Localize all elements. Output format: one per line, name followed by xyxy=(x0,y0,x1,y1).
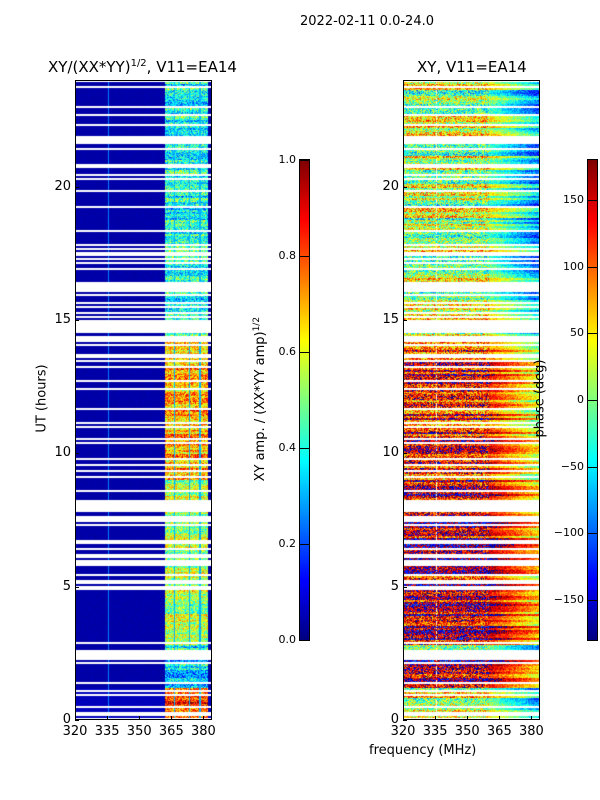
y-tick-label: 15 xyxy=(54,312,71,327)
y-tick-label: 15 xyxy=(382,312,399,327)
colorbar-tick-label: 0.8 xyxy=(278,249,297,262)
phase-colorbar-label: phase (deg) xyxy=(532,359,548,438)
amplitude-colorbar-label: XY amp. / (XX*YY amp)1/2 xyxy=(252,299,268,499)
x-tick-label: 320 xyxy=(62,724,88,739)
colorbar-tick xyxy=(300,352,309,353)
amplitude-colorbar xyxy=(300,160,309,640)
y-tick-label: 10 xyxy=(382,445,399,461)
colorbar-tick xyxy=(588,333,597,335)
amp-cb-label-text: XY amp. / (XX*YY amp) xyxy=(253,331,269,482)
y-tick xyxy=(403,586,407,588)
phase-heatmap xyxy=(403,80,540,719)
colorbar-tick xyxy=(588,266,597,268)
colorbar-tick-label: 1.0 xyxy=(278,153,297,166)
x-tick xyxy=(171,716,173,720)
x-tick xyxy=(139,716,141,720)
colorbar-tick xyxy=(300,160,309,161)
colorbar-tick xyxy=(588,400,597,401)
y-tick-label: 5 xyxy=(62,578,71,594)
xlabel: frequency (MHz) xyxy=(369,743,477,758)
y-tick-label: 5 xyxy=(390,578,399,594)
x-tick xyxy=(75,716,76,720)
colorbar-tick-label: −150 xyxy=(553,593,584,606)
y-tick xyxy=(75,320,79,321)
amp-cb-label-sup: 1/2 xyxy=(251,316,262,332)
left-title-suffix: , V11=EA14 xyxy=(146,58,237,76)
x-tick-label: 365 xyxy=(486,724,512,739)
colorbar-tick-label: 100 xyxy=(563,259,584,273)
colorbar-tick-label: 150 xyxy=(563,193,584,206)
colorbar-tick-label: 0.6 xyxy=(278,345,297,358)
x-tick-label: 380 xyxy=(519,724,544,739)
x-tick-label: 365 xyxy=(158,724,184,739)
x-tick xyxy=(203,716,205,720)
colorbar-tick xyxy=(300,256,309,257)
colorbar-tick xyxy=(588,466,597,468)
amplitude-heatmap xyxy=(75,80,212,719)
y-tick xyxy=(403,453,407,455)
left-panel-title: XY/(XX*YY)1/2, V11=EA14 xyxy=(48,58,237,76)
y-tick xyxy=(75,586,79,588)
y-tick xyxy=(403,320,407,321)
x-tick-label: 380 xyxy=(191,724,216,739)
colorbar-tick-label: 50 xyxy=(570,326,584,340)
x-tick xyxy=(467,716,469,720)
y-tick-label: 0 xyxy=(390,712,399,727)
x-tick xyxy=(531,716,533,720)
x-tick-label: 320 xyxy=(390,724,416,739)
left-title-text: XY/(XX*YY) xyxy=(48,58,131,76)
colorbar-tick xyxy=(300,544,309,545)
y-tick xyxy=(403,186,407,188)
x-tick xyxy=(499,716,501,720)
colorbar-tick xyxy=(588,200,597,201)
colorbar-tick-label: −50 xyxy=(560,459,584,473)
colorbar-tick-label: 0.0 xyxy=(278,633,297,646)
x-tick xyxy=(107,716,109,720)
colorbar-tick-label: −100 xyxy=(553,526,584,540)
colorbar-tick-label: 0 xyxy=(577,393,584,406)
x-tick xyxy=(435,716,437,720)
colorbar-tick-label: 0.4 xyxy=(278,441,297,454)
y-tick-label: 20 xyxy=(54,178,71,194)
colorbar-tick xyxy=(588,533,597,535)
colorbar-tick xyxy=(588,600,597,601)
y-tick-label: 20 xyxy=(382,178,399,194)
x-tick-label: 335 xyxy=(94,724,120,739)
right-panel-title: XY, V11=EA14 xyxy=(417,58,527,76)
y-tick-label: 10 xyxy=(54,445,71,461)
left-ylabel: UT (hours) xyxy=(34,364,50,433)
y-tick xyxy=(75,453,79,455)
colorbar-tick xyxy=(300,448,309,449)
figure-title: 2022-02-11 0.0-24.0 xyxy=(300,14,434,29)
y-tick xyxy=(403,720,407,721)
colorbar-tick-label: 0.2 xyxy=(278,537,297,550)
colorbar-tick xyxy=(300,640,309,641)
y-tick xyxy=(75,720,79,721)
left-title-sup: 1/2 xyxy=(130,58,147,69)
y-tick-label: 0 xyxy=(62,712,71,727)
x-tick-label: 350 xyxy=(126,724,152,739)
y-tick xyxy=(75,186,79,188)
x-tick xyxy=(403,716,404,720)
x-tick-label: 350 xyxy=(454,724,480,739)
x-tick-label: 335 xyxy=(422,724,448,739)
